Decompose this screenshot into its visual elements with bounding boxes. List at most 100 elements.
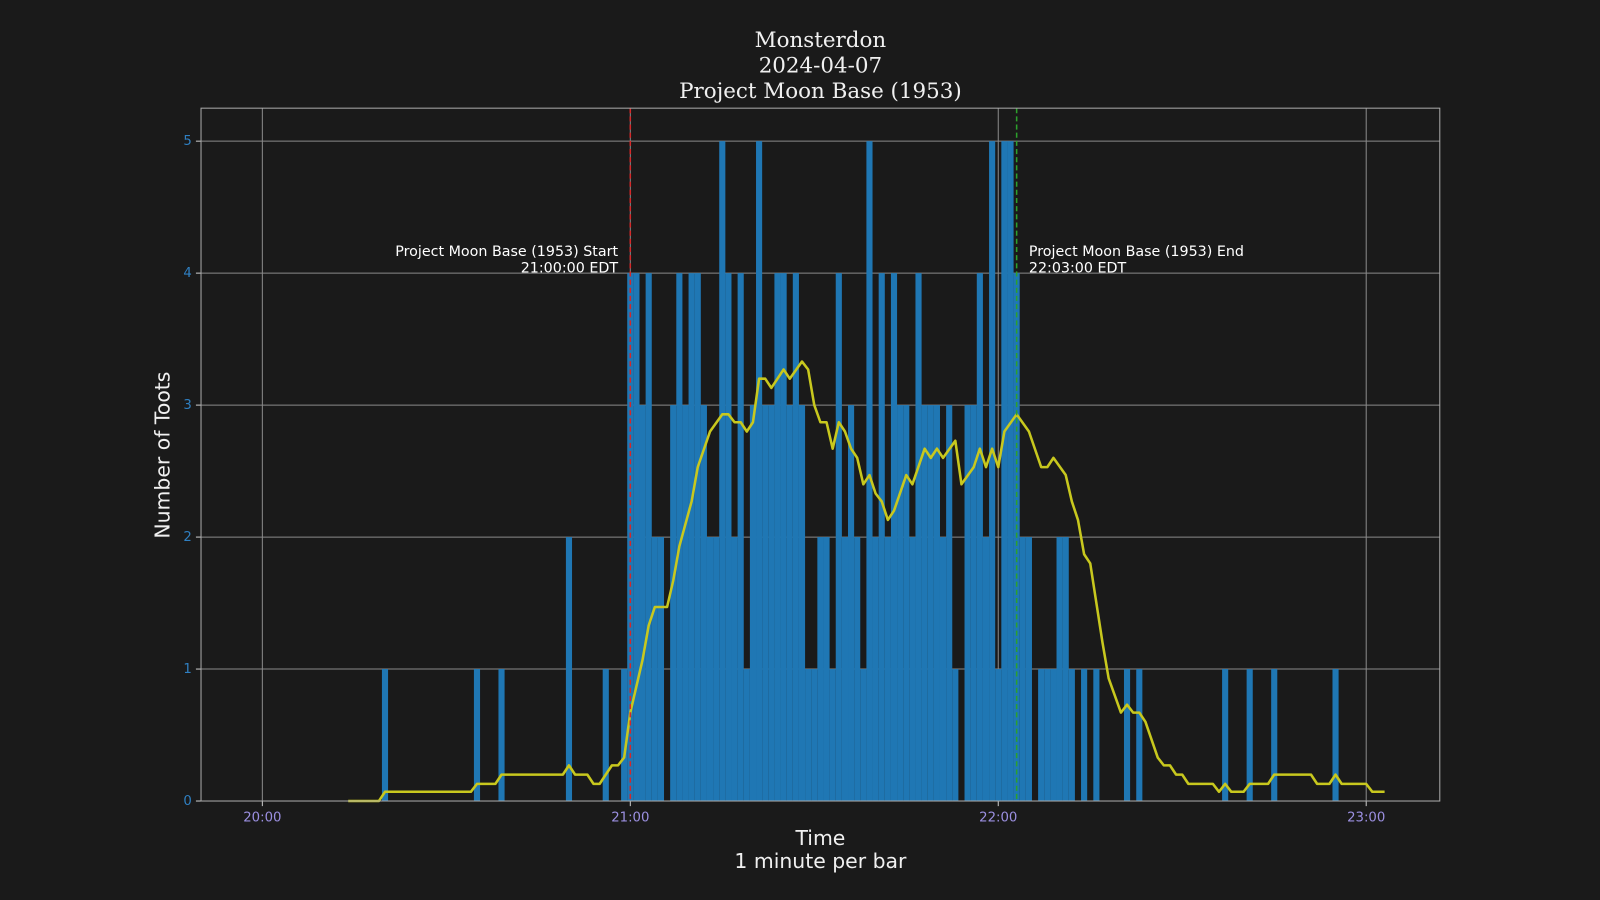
bar (982, 537, 990, 802)
bar (854, 537, 861, 802)
bar (884, 537, 891, 802)
bar (786, 405, 793, 802)
bar (1093, 669, 1100, 802)
bar (713, 537, 720, 802)
bar (976, 273, 983, 802)
bar (1081, 669, 1088, 802)
bar (817, 537, 824, 802)
bar (780, 273, 787, 802)
x-tick-label: 22:00 (979, 810, 1017, 825)
bar (381, 669, 389, 802)
bar (989, 141, 996, 802)
bar (946, 405, 953, 802)
bar (602, 669, 609, 802)
x-tick-label: 21:00 (611, 810, 649, 825)
bar (1136, 669, 1143, 802)
bar (639, 405, 646, 802)
annotation: Project Moon Base (1953) Start (395, 244, 618, 260)
bar (621, 669, 628, 802)
x-tick-label: 23:00 (1347, 810, 1385, 825)
bar (811, 669, 818, 802)
y-tick-label: 2 (183, 530, 191, 545)
bar (762, 405, 769, 802)
bar (657, 537, 665, 802)
bar (756, 141, 763, 802)
y-tick-label: 5 (183, 134, 191, 149)
bar (1001, 141, 1008, 802)
bar (498, 669, 505, 802)
bar (719, 141, 726, 802)
bar (792, 273, 799, 802)
bar (964, 405, 971, 802)
x-axis-label: Time (794, 826, 845, 850)
annotation: 22:03:00 EDT (1029, 260, 1127, 276)
bar (823, 537, 830, 802)
bar (829, 669, 836, 802)
bar (890, 273, 898, 802)
bar (633, 273, 640, 802)
plot-frame (200, 107, 1441, 802)
y-tick-label: 0 (183, 794, 191, 809)
bar (743, 669, 750, 802)
bar (1271, 669, 1278, 802)
bar (805, 669, 812, 802)
y-tick-label: 1 (183, 662, 191, 677)
rolling-line (348, 360, 1385, 803)
bar (676, 273, 683, 802)
bar (897, 405, 904, 802)
bar (1332, 669, 1339, 802)
bar (1123, 669, 1131, 802)
bar (473, 669, 481, 802)
bar (1068, 669, 1075, 802)
bar (866, 141, 873, 802)
bar (706, 537, 714, 802)
y-tick-label: 4 (183, 266, 191, 281)
bar (731, 537, 738, 802)
bar (970, 405, 977, 802)
bar (872, 537, 879, 802)
bar (1050, 669, 1057, 802)
bar (860, 669, 867, 802)
bar (694, 273, 701, 802)
bar (903, 405, 910, 802)
bar (1025, 537, 1032, 802)
bar (700, 405, 707, 802)
bar (848, 405, 855, 802)
bar (915, 273, 922, 802)
bar (798, 405, 806, 802)
bar (909, 537, 916, 802)
chart-title: Monsterdon (755, 28, 887, 53)
bar (1038, 669, 1045, 802)
bar (645, 273, 652, 802)
bar (835, 273, 842, 802)
bar (1062, 537, 1069, 802)
bar (1056, 537, 1063, 802)
bar (952, 669, 959, 802)
chart-title: 2024-04-07 (759, 53, 882, 78)
x-axis-label: 1 minute per bar (734, 849, 907, 873)
x-tick-label: 20:00 (243, 810, 281, 825)
bar (939, 537, 947, 802)
bar (651, 537, 658, 802)
bar (921, 405, 928, 802)
bar (768, 405, 775, 802)
bar (1246, 669, 1253, 802)
bar (1019, 537, 1026, 802)
annotation: Project Moon Base (1953) End (1029, 244, 1244, 260)
y-tick-label: 3 (183, 398, 191, 413)
chart-title: Project Moon Base (1953) (679, 79, 962, 104)
bar (774, 273, 781, 802)
bar (878, 273, 885, 802)
bar (565, 537, 573, 802)
bar (670, 405, 677, 802)
annotation: 21:00:00 EDT (521, 260, 619, 276)
bar (682, 405, 689, 802)
bar (1222, 669, 1229, 802)
y-axis-label: Number of Toots (150, 372, 174, 539)
bar (927, 405, 934, 802)
bar (725, 273, 732, 802)
bar (737, 273, 744, 802)
bar (995, 669, 1002, 802)
